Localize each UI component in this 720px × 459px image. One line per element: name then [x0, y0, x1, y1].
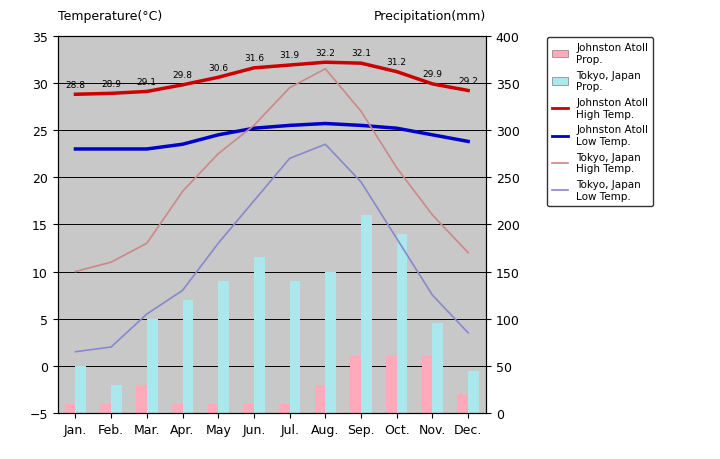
Bar [111, 385, 122, 413]
Bar [386, 357, 397, 413]
Text: 29.1: 29.1 [137, 78, 157, 87]
Text: 28.9: 28.9 [101, 79, 121, 89]
Bar [172, 404, 183, 413]
Bar [76, 366, 86, 413]
Bar [243, 404, 254, 413]
Text: 30.6: 30.6 [208, 63, 228, 73]
Bar [289, 281, 300, 413]
Bar [433, 324, 443, 413]
Text: 31.2: 31.2 [387, 58, 407, 67]
Legend: Johnston Atoll
Prop., Tokyo, Japan
Prop., Johnston Atoll
High Temp., Johnston At: Johnston Atoll Prop., Tokyo, Japan Prop.… [547, 38, 653, 207]
Bar [468, 371, 479, 413]
Bar [147, 319, 158, 413]
Text: Precipitation(mm): Precipitation(mm) [374, 10, 486, 22]
Text: 32.1: 32.1 [351, 50, 371, 58]
Text: 29.9: 29.9 [423, 70, 443, 79]
Text: Temperature(°C): Temperature(°C) [58, 10, 162, 22]
Bar [218, 281, 229, 413]
Bar [325, 272, 336, 413]
Bar [279, 404, 289, 413]
Bar [397, 234, 408, 413]
Bar [315, 385, 325, 413]
Bar [136, 385, 147, 413]
Text: 29.8: 29.8 [173, 71, 192, 80]
Text: 31.9: 31.9 [279, 51, 300, 60]
Text: 32.2: 32.2 [315, 49, 336, 57]
Text: 29.2: 29.2 [458, 77, 478, 86]
Text: 28.8: 28.8 [66, 80, 86, 90]
Bar [254, 258, 265, 413]
Bar [207, 404, 218, 413]
Bar [65, 404, 76, 413]
Bar [100, 404, 111, 413]
Bar [457, 394, 468, 413]
Text: 31.6: 31.6 [244, 54, 264, 63]
Bar [183, 300, 193, 413]
Bar [361, 215, 372, 413]
Bar [422, 357, 433, 413]
Bar [351, 357, 361, 413]
